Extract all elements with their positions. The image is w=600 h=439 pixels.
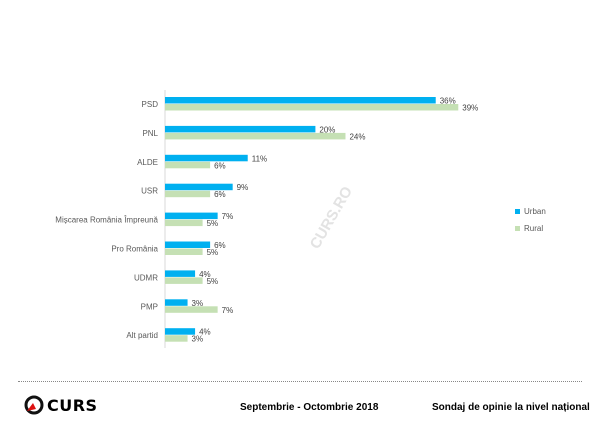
footer-divider (18, 381, 582, 382)
data-label: 9% (237, 183, 249, 192)
category-label: Alt partid (126, 331, 158, 340)
bar-chart: PSD 36% 39% PNL 20% 24% ALDE 11% 6% USR 9% 6% Mișcar… (55, 90, 546, 348)
data-label: 24% (349, 132, 365, 141)
data-label: 6% (214, 190, 226, 199)
category-label: PMP (141, 302, 158, 311)
bar-urban (165, 125, 316, 133)
bar-rural (165, 335, 188, 342)
data-label: 5% (207, 277, 219, 286)
bar-urban (165, 154, 248, 162)
data-label: 5% (207, 219, 219, 228)
data-label: 3% (192, 335, 204, 344)
data-label: 4% (199, 270, 211, 279)
category-label: USR (141, 187, 158, 196)
data-label: 7% (222, 306, 234, 315)
bar-rural (165, 248, 203, 255)
bar-rural (165, 306, 218, 313)
data-label: 7% (222, 212, 234, 221)
legend-label: Rural (524, 224, 543, 233)
data-label: 39% (462, 104, 478, 113)
data-label: 5% (207, 248, 219, 257)
logo-icon (24, 395, 44, 415)
legend-swatch-rural (515, 226, 520, 231)
bar-urban (165, 270, 196, 277)
curs-logo: CURS (24, 395, 98, 415)
bar-rural (165, 190, 211, 198)
footer-subtitle: Sondaj de opinie la nivel național (432, 402, 590, 413)
data-label: 36% (440, 97, 456, 106)
category-label: Pro România (111, 245, 158, 254)
logo-text: CURS (47, 395, 98, 415)
bar-urban (165, 299, 188, 306)
bar-urban (165, 241, 211, 248)
bar-rural (165, 104, 459, 111)
bar-rural (165, 132, 346, 140)
data-label: 4% (199, 328, 211, 337)
bar-urban (165, 212, 218, 220)
bar-urban (165, 328, 196, 335)
data-label: 11% (252, 154, 267, 163)
bar-urban (165, 183, 233, 191)
data-label: 20% (319, 125, 335, 134)
data-label: 6% (214, 161, 226, 170)
category-label: Mișcarea România Împreună (55, 216, 158, 225)
bar-rural (165, 277, 203, 284)
watermark: CURS.RO (307, 183, 356, 252)
legend-swatch-urban (515, 209, 520, 214)
bar-urban (165, 97, 436, 104)
legend-label: Urban (524, 207, 546, 216)
data-label: 6% (214, 241, 226, 250)
data-label: 3% (192, 299, 204, 308)
category-label: ALDE (137, 158, 158, 167)
category-label: PSD (142, 100, 159, 109)
category-label: UDMR (134, 273, 158, 282)
bar-rural (165, 161, 211, 169)
footer-period: Septembrie - Octombrie 2018 (240, 402, 379, 413)
bar-rural (165, 219, 203, 227)
category-label: PNL (142, 129, 158, 138)
